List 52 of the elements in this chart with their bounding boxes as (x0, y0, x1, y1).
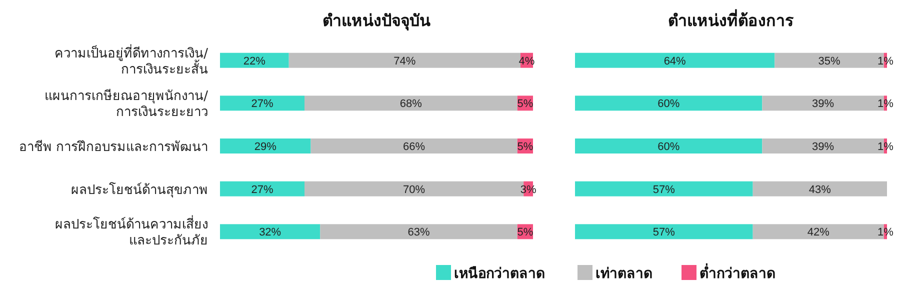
y-tick-label: ความเป็นอยู่ที่ดีทางการเงิน/ การเงินระยะสั้น (54, 43, 209, 78)
y-tick-label: อาชีพ การฝึกอบรมและการพัฒนา (18, 139, 208, 155)
bar (304, 96, 518, 111)
bar (288, 52, 520, 68)
data-label: 1% (877, 226, 894, 239)
data-label: 64% (664, 55, 686, 68)
data-label: 1% (877, 55, 894, 68)
data-label: 57% (652, 184, 676, 196)
data-label: 22% (243, 55, 266, 68)
data-label: 42% (807, 226, 830, 239)
legend-label: ต่ำกว่าตลาด (700, 263, 776, 282)
data-label: 32% (259, 226, 282, 239)
data-label: 5% (517, 141, 534, 153)
bar (220, 224, 320, 240)
bar (220, 138, 311, 154)
bar (575, 224, 753, 240)
bar (575, 181, 753, 196)
bar (320, 224, 518, 240)
bar (575, 96, 762, 111)
data-label: 39% (812, 98, 834, 110)
y-tick-label: ผลประโยชน์ด้านสุขภาพ (71, 182, 208, 198)
data-label: 29% (254, 141, 277, 153)
data-label: 63% (408, 226, 430, 239)
legend-label: เท่าตลาด (596, 266, 652, 282)
y-tick-label: ผลประโยชน์ด้านความเสี่ยง และประกันภัย (55, 216, 208, 249)
data-label: 1% (877, 98, 894, 110)
data-label: 27% (251, 98, 274, 110)
bar (752, 181, 887, 196)
data-label: 43% (808, 184, 832, 196)
chart-title: ตำแหน่งที่ต้องการ (668, 9, 794, 30)
data-label: 70% (403, 184, 426, 196)
data-label: 60% (658, 141, 680, 153)
bar (220, 52, 289, 68)
legend-label: เหนือกว่าตลาด (454, 266, 545, 282)
data-label: 27% (251, 184, 274, 196)
data-label: 35% (818, 55, 840, 68)
data-label: 57% (652, 226, 676, 239)
data-label: 60% (658, 98, 680, 110)
bar (220, 96, 305, 111)
data-label: 5% (517, 98, 534, 110)
bar (220, 181, 305, 196)
y-tick-label: แผนการเกษียณอายุพนักงาน/ การเงินระยะยาว (44, 88, 209, 120)
data-label: 1% (877, 141, 894, 153)
data-label: 74% (394, 55, 416, 68)
data-label: 39% (812, 141, 834, 153)
bar (310, 138, 518, 154)
bar (575, 52, 775, 68)
bar (575, 138, 762, 154)
data-label: 5% (517, 226, 534, 239)
data-label: 66% (403, 141, 426, 153)
data-label: 68% (400, 98, 422, 110)
chart-title: ตำแหน่งปัจจุบัน (322, 11, 430, 31)
